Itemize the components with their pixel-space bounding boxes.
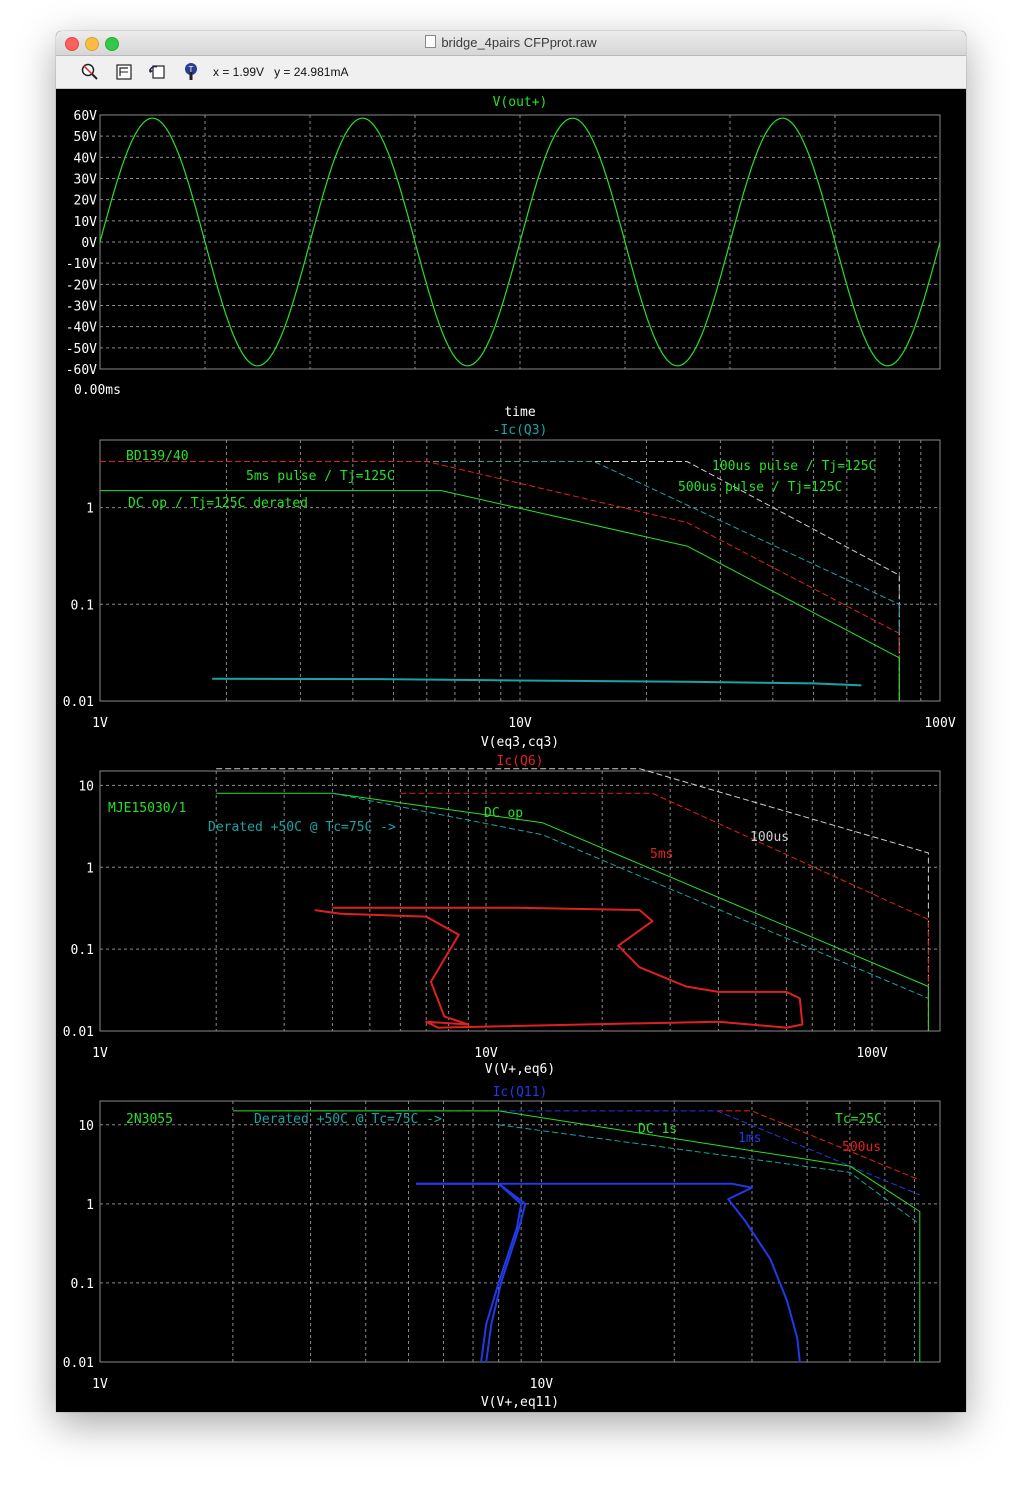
series-trace xyxy=(416,1182,523,1363)
x-tick-label: 100V xyxy=(924,716,955,731)
y-tick-label: 1 xyxy=(86,1198,94,1213)
soa-limit-line xyxy=(498,1124,921,1225)
series-trace xyxy=(416,1182,527,1363)
x-tick-label: 10V xyxy=(530,1377,554,1392)
x-tick-label: 1V xyxy=(92,1046,108,1061)
y-tick-label: -50V xyxy=(66,342,97,357)
y-tick-label: 0V xyxy=(81,236,97,251)
trace-title: -Ic(Q3) xyxy=(493,423,548,438)
chart-annotation: 500us pulse / Tj=125C xyxy=(678,480,842,495)
autorange-icon[interactable] xyxy=(114,62,134,82)
chart-annotation: Derated +50C @ Tc=75C -> xyxy=(254,1112,442,1127)
chart-annotation: 100us xyxy=(750,830,789,845)
x-axis-label: V(V+,eq11) xyxy=(481,1395,559,1410)
y-tick-label: -10V xyxy=(66,257,97,272)
svg-text:T: T xyxy=(189,65,194,74)
plot-area[interactable]: V(out+) time 60V 50V 40V 30V 20V 10V 0V -10V -20V -… xyxy=(56,88,966,1412)
x-axis-label: time xyxy=(504,405,535,420)
y-tick-label: -20V xyxy=(66,278,97,293)
chart-annotation: 2N3055 xyxy=(126,1112,173,1127)
chart-annotation: DC op xyxy=(484,806,523,821)
soa-limit-line xyxy=(717,1110,920,1181)
chart-annotation: Derated +50C @ Tc=75C -> xyxy=(208,820,396,835)
soa-limit-line xyxy=(100,461,900,701)
trace-title: V(out+) xyxy=(493,95,548,110)
y-tick-label: 0.1 xyxy=(71,943,94,958)
cursor-readout: x = 1.99V y = 24.981mA xyxy=(213,65,348,79)
plot-frame xyxy=(99,1100,941,1363)
x-tick-label: 10V xyxy=(474,1046,498,1061)
x-axis-label: V(V+,eq6) xyxy=(485,1062,555,1077)
minimize-window-button[interactable] xyxy=(85,37,99,51)
y-tick-label: 0.1 xyxy=(71,598,94,613)
y-tick-label: -40V xyxy=(66,321,97,336)
plot-pane-2[interactable]: -Ic(Q3) V(eq3,cq3) 1 0.1 0.01 1V 10V 100V BD139/… xyxy=(63,423,956,750)
soa-limit-line xyxy=(216,768,929,1031)
y-tick-label: 0.1 xyxy=(71,1277,94,1292)
zoom-icon[interactable] xyxy=(80,62,100,82)
waveform-window: bridge_4pairs CFPprot.raw T x = 1.99V y … xyxy=(56,31,966,1412)
y-tick-label: 10V xyxy=(74,215,98,230)
plot-pane-4[interactable]: Ic(Q11) V(V+,eq11) 10 1 0.1 0.01 1V 10V 2N3055 De… xyxy=(63,1085,941,1410)
chart-annotation: 1ms xyxy=(738,1131,761,1146)
y-tick-label: 20V xyxy=(74,194,98,209)
probe-icon[interactable]: T xyxy=(181,62,201,82)
undo-zoom-icon[interactable] xyxy=(147,62,167,82)
soa-limit-line xyxy=(332,792,929,999)
chart-annotation: BD139/40 xyxy=(126,449,189,464)
close-window-button[interactable] xyxy=(65,37,79,51)
y-tick-label: 0.01 xyxy=(63,1356,94,1371)
chart-annotation: DC op / Tj=125C derated xyxy=(128,496,308,511)
y-tick-label: 40V xyxy=(74,151,98,166)
document-icon xyxy=(425,35,437,48)
chart-annotation: 500us xyxy=(842,1140,881,1155)
y-tick-label: -60V xyxy=(66,363,97,378)
window-title: bridge_4pairs CFPprot.raw xyxy=(56,35,966,50)
window-title-text: bridge_4pairs CFPprot.raw xyxy=(441,35,597,50)
series-trace xyxy=(212,677,862,687)
maximize-window-button[interactable] xyxy=(105,37,119,51)
chart-annotation: 100us pulse / Tj=125C xyxy=(712,459,876,474)
chart-annotation: MJE15030/1 xyxy=(108,801,186,816)
soa-limit-line xyxy=(216,792,929,1031)
x-tick-label: 1V xyxy=(92,716,108,731)
x-tick-label: 0.00ms xyxy=(74,383,121,398)
y-tick-label: 1 xyxy=(86,861,94,876)
soa-limit-line xyxy=(232,1110,921,1362)
cursor-x-readout: x = 1.99V xyxy=(213,65,265,79)
soa-limit-line xyxy=(400,792,929,1031)
plot-pane-3[interactable]: Ic(Q6) V(V+,eq6) 10 1 0.1 0.01 1V 10V 100V MJE150… xyxy=(63,754,941,1077)
x-axis-label: V(eq3,cq3) xyxy=(481,735,559,750)
trace-title: Ic(Q6) xyxy=(497,754,544,769)
chart-annotation: 5ms xyxy=(650,847,673,862)
x-tick-label: 1V xyxy=(92,1377,108,1392)
y-tick-label: 0.01 xyxy=(63,1025,94,1040)
plot-frame xyxy=(99,770,941,1032)
y-tick-label: -30V xyxy=(66,300,97,315)
y-tick-label: 0.01 xyxy=(63,695,94,710)
cursor-y-readout: y = 24.981mA xyxy=(274,65,349,79)
x-tick-label: 10V xyxy=(508,716,532,731)
series-v-out-plus xyxy=(99,117,941,367)
trace-title: Ic(Q11) xyxy=(493,1085,548,1100)
y-tick-label: 10 xyxy=(78,779,94,794)
chart-annotation: DC 1s xyxy=(638,1122,677,1137)
y-tick-label: 50V xyxy=(74,130,98,145)
plot-pane-1[interactable]: V(out+) time 60V 50V 40V 30V 20V 10V 0V -10V -20V -… xyxy=(66,95,941,420)
series-trace xyxy=(498,1182,801,1363)
y-tick-label: 60V xyxy=(74,109,98,124)
x-tick-label: 100V xyxy=(856,1046,887,1061)
y-tick-label: 30V xyxy=(74,173,98,188)
y-tick-label: 1 xyxy=(86,502,94,517)
toolbar: T x = 1.99V y = 24.981mA xyxy=(56,56,966,89)
soa-limit-line xyxy=(100,490,900,701)
y-tick-label: 10 xyxy=(78,1119,94,1134)
title-bar[interactable]: bridge_4pairs CFPprot.raw xyxy=(56,31,966,56)
chart-annotation: Tc=25C xyxy=(835,1112,882,1127)
chart-annotation: 5ms pulse / Tj=125C xyxy=(246,469,395,484)
series-trace xyxy=(314,906,804,1029)
